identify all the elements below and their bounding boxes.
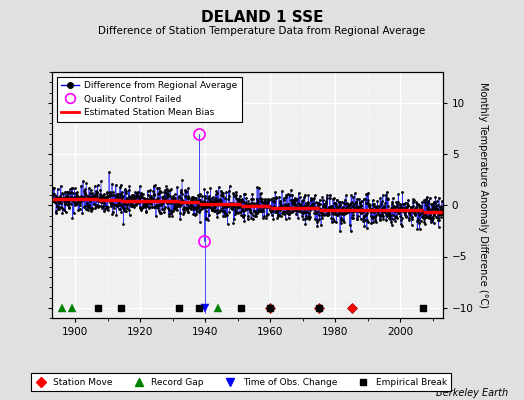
Text: Difference of Station Temperature Data from Regional Average: Difference of Station Temperature Data f… bbox=[99, 26, 425, 36]
Y-axis label: Monthly Temperature Anomaly Difference (°C): Monthly Temperature Anomaly Difference (… bbox=[478, 82, 488, 308]
Text: Berkeley Earth: Berkeley Earth bbox=[436, 388, 508, 398]
Legend: Station Move, Record Gap, Time of Obs. Change, Empirical Break: Station Move, Record Gap, Time of Obs. C… bbox=[31, 374, 451, 392]
Text: DELAND 1 SSE: DELAND 1 SSE bbox=[201, 10, 323, 25]
Legend: Difference from Regional Average, Quality Control Failed, Estimated Station Mean: Difference from Regional Average, Qualit… bbox=[57, 76, 242, 122]
